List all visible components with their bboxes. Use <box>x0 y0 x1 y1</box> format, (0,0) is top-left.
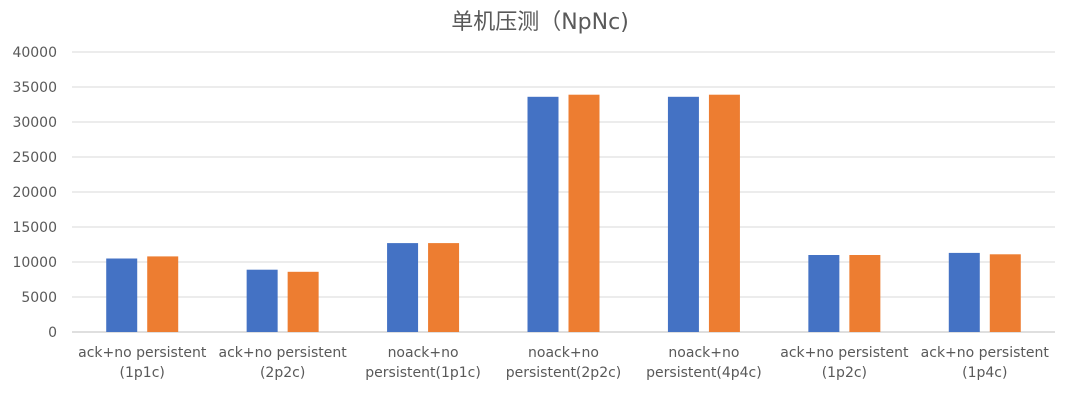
bar <box>948 252 980 332</box>
bar <box>849 255 881 332</box>
bar <box>568 94 600 332</box>
x-tick-label: persistent(1p1c) <box>365 365 481 381</box>
y-tick-label: 0 <box>48 325 57 341</box>
x-tick-label: ack+no persistent <box>219 345 348 361</box>
bar <box>808 255 840 332</box>
bar <box>387 243 419 332</box>
bar <box>428 243 460 332</box>
y-tick-label: 10000 <box>12 255 57 271</box>
x-tick-label: (1p4c) <box>962 365 1007 381</box>
x-tick-label: persistent(4p4c) <box>646 365 762 381</box>
y-tick-label: 40000 <box>12 45 57 61</box>
chart-title: 单机压测（NpNc) <box>451 10 629 35</box>
x-tick-label: ack+no persistent <box>780 345 909 361</box>
y-tick-label: 25000 <box>12 150 57 166</box>
x-tick-label: (1p2c) <box>822 365 867 381</box>
x-tick-label: ack+no persistent <box>921 345 1050 361</box>
bar <box>527 96 559 332</box>
bar <box>708 94 740 332</box>
x-tick-label: noack+no <box>668 345 739 361</box>
y-tick-label: 15000 <box>12 220 57 236</box>
x-tick-label: persistent(2p2c) <box>506 365 622 381</box>
y-tick-label: 35000 <box>12 80 57 96</box>
x-tick-label: (1p1c) <box>120 365 165 381</box>
y-tick-label: 20000 <box>12 185 57 201</box>
bar <box>989 254 1021 332</box>
y-tick-label: 5000 <box>21 290 57 306</box>
bar <box>147 256 179 332</box>
x-tick-label: (2p2c) <box>260 365 305 381</box>
bar <box>667 96 699 332</box>
bar <box>287 271 319 332</box>
bar <box>246 269 278 332</box>
x-tick-label: noack+no <box>528 345 599 361</box>
bar <box>106 258 138 332</box>
y-tick-label: 30000 <box>12 115 57 131</box>
x-tick-label: ack+no persistent <box>78 345 207 361</box>
x-tick-label: noack+no <box>388 345 459 361</box>
